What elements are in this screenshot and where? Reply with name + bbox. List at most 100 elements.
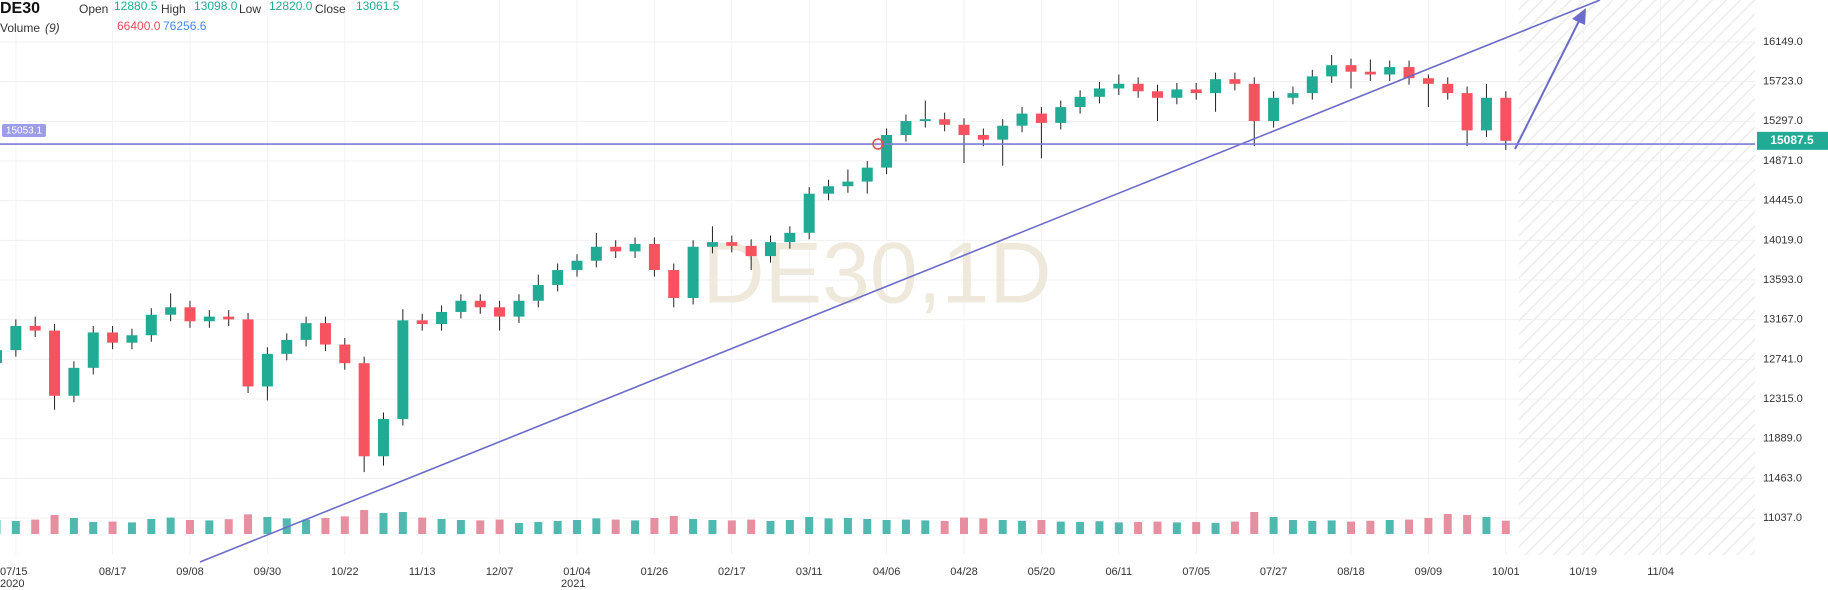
volume-bar <box>1230 521 1239 534</box>
volume-bar <box>379 513 388 534</box>
candle-body <box>397 320 409 420</box>
y-tick-label: 15297.0 <box>1763 115 1803 127</box>
y-tick-label: 12741.0 <box>1763 353 1803 365</box>
candle-body <box>939 119 951 125</box>
volume-bar <box>1327 520 1336 534</box>
y-tick-label: 14019.0 <box>1763 234 1803 246</box>
y-tick-label: 11037.0 <box>1763 512 1802 524</box>
candle-body <box>1093 88 1105 97</box>
candle-body <box>1422 78 1434 84</box>
candle-body <box>10 325 22 351</box>
x-sublabel: 2021 <box>561 578 585 590</box>
candle-body <box>590 246 602 261</box>
candle-body <box>668 270 680 298</box>
x-tick-label: 11/04 <box>1647 566 1674 578</box>
candle-body <box>706 242 718 247</box>
volume-bar <box>824 518 833 534</box>
volume-pane <box>0 510 1510 534</box>
volume-bar <box>843 518 852 534</box>
symbol: DE30 <box>0 0 40 17</box>
volume-bar <box>89 522 98 534</box>
volume-bar <box>1443 514 1452 534</box>
arrow-head <box>1572 8 1586 25</box>
candle-body <box>726 242 738 246</box>
candle-body <box>532 284 544 301</box>
volume-bar <box>1037 520 1046 534</box>
candle-body <box>378 419 389 457</box>
volume-bar <box>514 523 523 534</box>
candle-body <box>281 339 293 354</box>
candle-body <box>1171 89 1183 98</box>
volume-bar <box>1288 520 1297 534</box>
y-tick-label: 15723.0 <box>1763 76 1803 88</box>
candle-body <box>1035 113 1047 123</box>
high-value: 13098.0 <box>194 0 238 13</box>
candle-body <box>1074 96 1086 108</box>
volume-bar <box>1192 522 1201 534</box>
volume-bar <box>805 517 814 534</box>
candle-body <box>29 325 41 331</box>
candle-body <box>687 246 699 298</box>
candle-body <box>823 186 835 194</box>
candle-body <box>107 332 119 343</box>
volume-bar <box>1134 522 1143 534</box>
volume-bar <box>1018 520 1027 534</box>
candle-body <box>145 314 157 336</box>
volume-bar <box>1405 519 1414 534</box>
candle-body <box>784 232 796 243</box>
volume-bar <box>1153 521 1162 534</box>
candle-body <box>919 119 931 122</box>
volume-bar <box>302 519 311 534</box>
volume-bar <box>147 519 156 534</box>
volume-bar <box>960 517 968 534</box>
candle-body <box>842 181 854 187</box>
volume-bar <box>727 520 736 534</box>
candle-body <box>1403 67 1415 79</box>
close-value: 13061.5 <box>356 0 400 13</box>
level-label: 15053.1 <box>6 126 43 137</box>
volume-bar <box>631 520 640 534</box>
candle-body <box>745 245 757 257</box>
volume-bar <box>205 520 214 534</box>
volume-bar <box>69 518 78 534</box>
candle-body <box>0 350 2 364</box>
y-tick-label: 14871.0 <box>1763 155 1803 167</box>
level: 15053.1 <box>0 124 1755 145</box>
volume-bar <box>940 521 949 534</box>
volume-bar <box>998 520 1007 534</box>
y-tick-label: 13593.0 <box>1763 274 1803 286</box>
volume-bar <box>650 518 659 534</box>
volume-bar <box>1250 512 1259 534</box>
candle-body <box>68 367 80 396</box>
y-tick-label: 14445.0 <box>1763 195 1803 207</box>
candle-body <box>1306 76 1318 94</box>
x-tick-label: 10/19 <box>1569 566 1597 578</box>
x-tick-label: 04/28 <box>950 566 978 578</box>
candle-body <box>87 332 99 368</box>
candle-body <box>1442 83 1454 94</box>
candle-body <box>997 125 1009 140</box>
candle-body <box>1190 89 1202 94</box>
volume-bar <box>282 518 291 534</box>
candle-body <box>648 243 660 271</box>
volume-bar <box>592 518 601 534</box>
candle-body <box>1461 93 1473 131</box>
candle-body <box>958 124 970 136</box>
volume-bar <box>244 514 253 534</box>
candle-body <box>765 242 776 257</box>
candle-body <box>1384 67 1396 75</box>
volume-bar <box>1424 518 1433 534</box>
volume-bar <box>1269 517 1278 534</box>
volume-bar <box>1095 521 1104 534</box>
open-value: 12880.5 <box>114 0 158 13</box>
volume-bar <box>31 519 40 534</box>
future-area <box>1519 0 1755 555</box>
volume-bar <box>1114 522 1123 534</box>
x-tick-label: 07/27 <box>1260 566 1288 578</box>
volume-bar <box>979 518 988 534</box>
volume-bar <box>1482 517 1491 534</box>
volume-bar <box>108 521 117 534</box>
candle-body <box>1132 83 1144 92</box>
x-tick-label: 01/04 <box>563 566 591 578</box>
volume-bar <box>1347 521 1355 534</box>
